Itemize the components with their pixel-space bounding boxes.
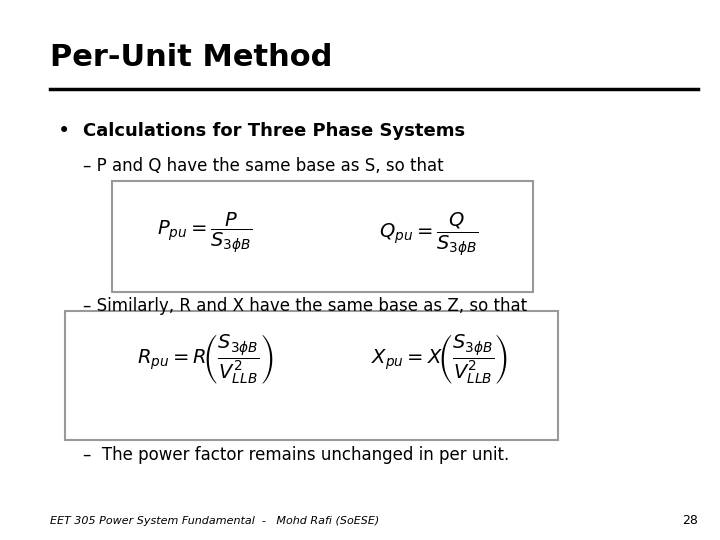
Text: $R_{pu} = R\!\left(\dfrac{S_{3\phi B}}{V^{2}_{LLB}}\right)$: $R_{pu} = R\!\left(\dfrac{S_{3\phi B}}{V… xyxy=(137,332,274,386)
Text: $X_{pu} = X\!\left(\dfrac{S_{3\phi B}}{V^{2}_{LLB}}\right)$: $X_{pu} = X\!\left(\dfrac{S_{3\phi B}}{V… xyxy=(371,332,508,386)
Text: $Q_{pu} = \dfrac{Q}{S_{3\phi B}}$: $Q_{pu} = \dfrac{Q}{S_{3\phi B}}$ xyxy=(379,211,478,258)
Text: EET 305 Power System Fundamental  -   Mohd Rafi (SoESE): EET 305 Power System Fundamental - Mohd … xyxy=(50,516,379,526)
Text: •: • xyxy=(58,122,70,141)
Text: – P and Q have the same base as S, so that: – P and Q have the same base as S, so th… xyxy=(83,157,444,174)
Text: Per-Unit Method: Per-Unit Method xyxy=(50,43,333,72)
Text: $P_{pu} = \dfrac{P}{S_{3\phi B}}$: $P_{pu} = \dfrac{P}{S_{3\phi B}}$ xyxy=(158,211,253,255)
FancyBboxPatch shape xyxy=(112,181,533,292)
Text: – Similarly, R and X have the same base as Z, so that: – Similarly, R and X have the same base … xyxy=(83,297,527,315)
Text: Calculations for Three Phase Systems: Calculations for Three Phase Systems xyxy=(83,122,465,139)
Text: –  The power factor remains unchanged in per unit.: – The power factor remains unchanged in … xyxy=(83,446,509,463)
Text: 28: 28 xyxy=(683,514,698,526)
FancyBboxPatch shape xyxy=(65,310,558,440)
